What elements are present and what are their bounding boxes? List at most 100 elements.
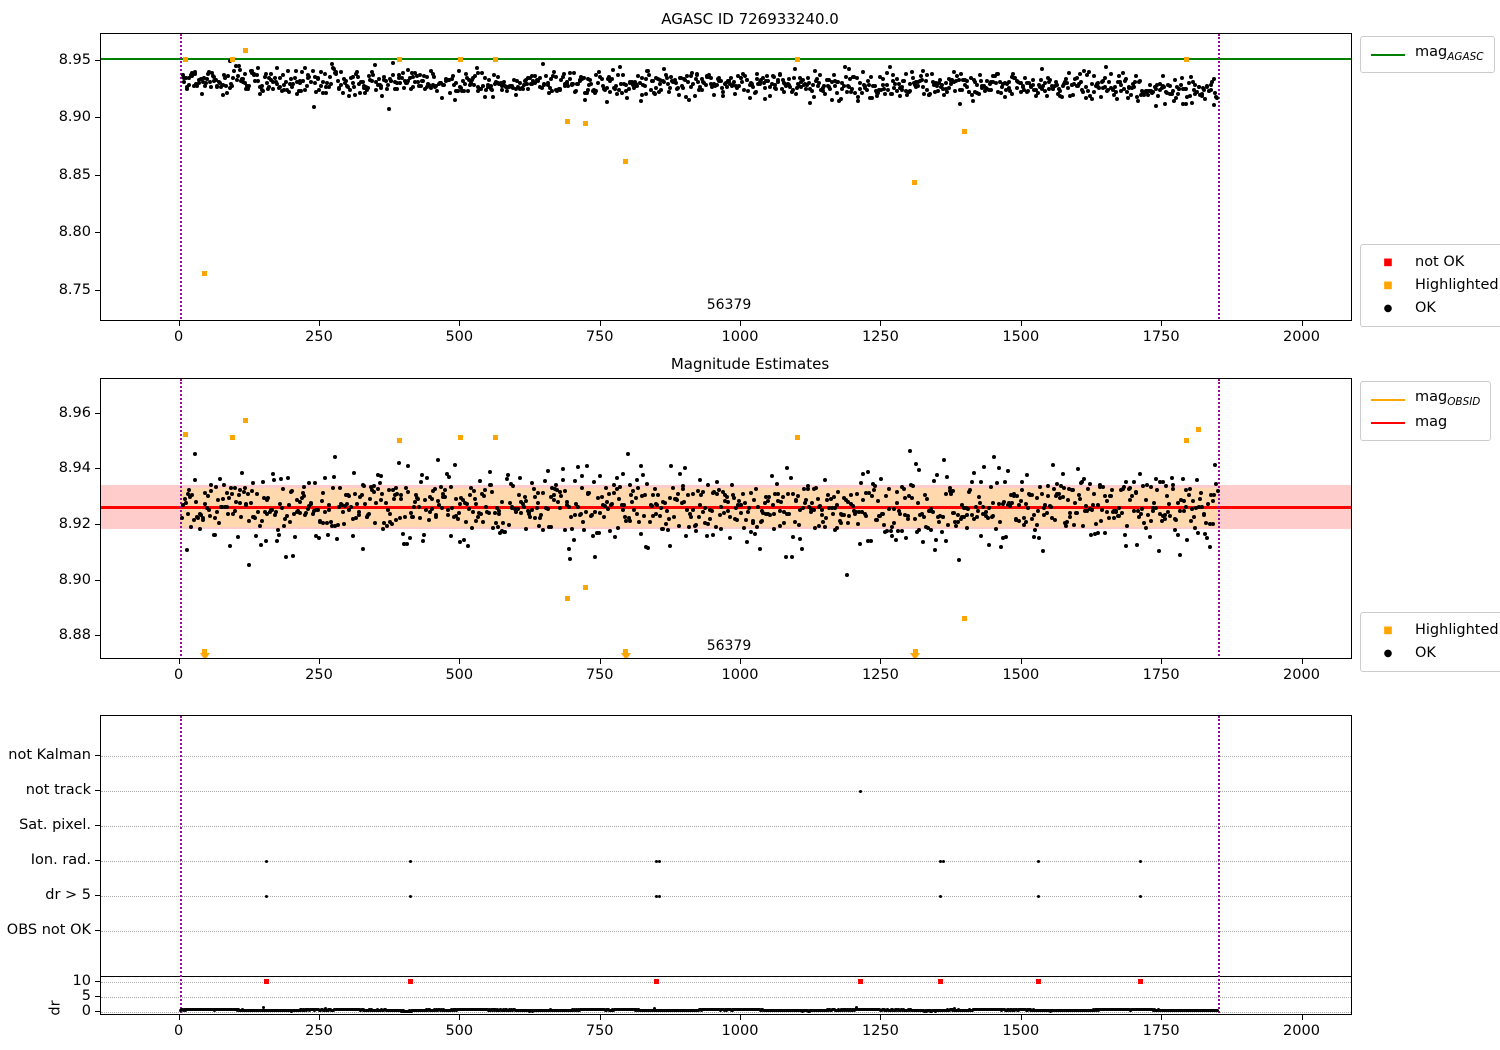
data-point-ok [418,516,422,521]
data-point-ok [709,81,714,86]
data-point-ok [292,75,297,80]
data-point-ok [547,86,552,90]
data-point-ok [1103,530,1108,535]
data-point-ok [854,509,858,514]
legend-middle-points[interactable]: ■ Highlighted ● OK [1360,612,1500,672]
data-point-ok [851,503,855,508]
legend-row-ok-mid: ● OK [1371,642,1499,665]
data-point-ok [608,90,613,95]
flag-row-label: Ion. rad. [30,852,91,868]
data-point-ok [721,89,726,94]
y-tick [95,232,100,234]
data-point-ok [237,487,242,492]
data-point-ok [248,500,253,505]
flag-marker [941,859,945,863]
data-point-ok [1127,497,1132,502]
data-point-ok [411,85,416,89]
data-point-ok [405,80,410,85]
data-point-ok [645,482,650,486]
data-point-ok [1019,81,1023,86]
data-point-ok [815,497,820,502]
data-point-ok [1182,499,1187,503]
data-point-ok [1123,77,1128,82]
data-point-ok [751,518,756,523]
data-point-ok [938,513,943,518]
data-point-ok [1159,518,1164,523]
data-point-ok [690,508,695,513]
data-point-ok [401,71,405,75]
data-point-ok [958,101,963,106]
data-point-ok [1071,488,1076,493]
data-point-ok [516,84,521,89]
data-point-ok [803,500,808,505]
data-point-ok [288,81,292,86]
data-point-ok [527,512,532,517]
data-point-ok [457,511,462,515]
data-point-ok [831,495,836,500]
data-point-ok [870,482,875,487]
data-point-ok [563,528,568,532]
data-point-ok [979,85,984,90]
data-point-ok [397,460,401,465]
data-point-ok [684,508,689,512]
data-point-ok [886,507,891,512]
data-point-ok [749,82,754,87]
x-tick-label: 1000 [721,329,759,345]
data-point-ok [996,89,1001,94]
data-point-ok [183,76,188,81]
data-point-ok [468,486,473,490]
x-tick-label: 750 [585,667,614,683]
data-point-ok [982,464,987,469]
data-point-ok [189,70,194,75]
data-point-ok [391,73,396,78]
data-point-ok [778,523,782,528]
data-point-ok [407,75,412,80]
data-point-ok [264,512,269,516]
data-point-ok [578,79,583,84]
data-point-ok [791,535,796,540]
legend-mag-lines[interactable]: magOBSID mag [1360,381,1492,441]
data-point-ok [490,87,495,92]
data-point-ok [1171,99,1176,104]
data-point-ok [354,70,359,75]
data-point-ok [672,78,677,83]
data-point-ok [1078,72,1083,77]
data-point-ok [1182,509,1186,514]
data-point-ok [881,511,885,516]
data-point-ok [755,524,760,529]
data-point-ok [516,506,521,511]
data-point-ok [1003,87,1008,92]
data-point-ok [589,512,594,517]
data-point-ok [754,486,759,491]
data-point-ok [442,488,447,493]
data-point-ok [640,494,645,499]
data-point-ok [254,73,259,78]
data-point-ok [232,68,237,73]
data-point-ok [578,74,583,79]
data-point-ok [286,476,291,481]
data-point-ok [395,492,400,497]
data-point-ok [957,88,962,92]
data-point-ok [984,78,989,83]
data-point-ok [627,518,632,523]
data-point-ok [706,521,710,526]
data-point-ok [771,503,775,508]
data-point-ok [399,497,403,501]
dr-outlier-not-ok [654,979,660,984]
data-point-ok [829,506,834,510]
data-point-ok [1067,93,1072,98]
data-point-ok [527,76,532,81]
data-point-ok [899,529,904,534]
legend-mag-agasc[interactable]: magAGASC [1360,36,1495,73]
data-point-ok [373,521,378,526]
data-point-ok [831,72,836,77]
data-point-ok [1141,520,1146,525]
legend-top-points[interactable]: ■ not OK ■ Highlighted ● OK [1360,244,1500,327]
data-point-ok [932,83,937,88]
data-point-ok [655,503,660,508]
data-point-ok [344,502,349,507]
data-point-ok [476,70,481,75]
flag-gridline [101,756,1351,757]
data-point-ok [253,516,258,520]
data-point-ok [1002,499,1006,504]
